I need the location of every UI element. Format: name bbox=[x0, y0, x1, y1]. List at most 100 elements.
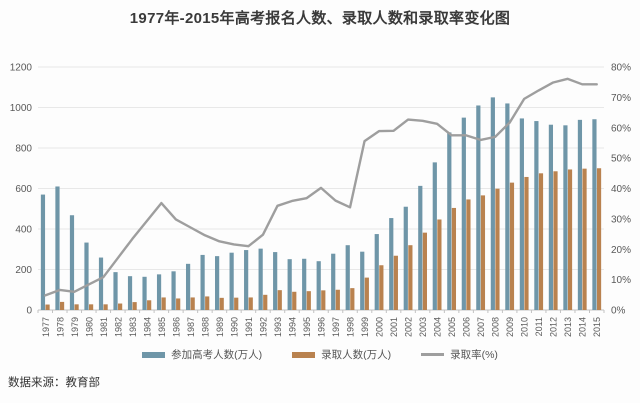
bar-admitted bbox=[451, 207, 457, 310]
x-axis-label: 1979 bbox=[70, 317, 80, 337]
bar-applicants bbox=[69, 215, 75, 310]
y-axis-right-tick-label: 70% bbox=[611, 93, 631, 104]
bar-admitted bbox=[248, 297, 253, 310]
bar-applicants bbox=[215, 256, 220, 310]
y-axis-left-tick-label: 1200 bbox=[10, 63, 33, 74]
bar-applicants bbox=[360, 251, 365, 310]
x-axis-label: 1984 bbox=[142, 317, 152, 337]
bar-admitted bbox=[408, 245, 413, 310]
bar-applicants bbox=[519, 118, 524, 310]
x-axis-label: 1988 bbox=[200, 317, 210, 337]
bar-applicants bbox=[316, 261, 321, 310]
x-axis-label: 1982 bbox=[113, 317, 123, 337]
y-axis-right-tick-label: 50% bbox=[611, 154, 631, 165]
bar-applicants bbox=[476, 105, 481, 310]
x-axis-label: 1977 bbox=[41, 317, 51, 337]
bar-admitted bbox=[596, 168, 602, 310]
bar-admitted bbox=[263, 294, 268, 310]
bar-admitted bbox=[321, 290, 326, 310]
bar-admitted bbox=[567, 169, 573, 310]
x-axis-label: 1980 bbox=[84, 317, 94, 337]
combo-chart: 0 200 400 600 800 1000 1200 0% 10% 20% 30% 40% 50% 60… bbox=[10, 63, 631, 338]
x-axis-label: 2006 bbox=[462, 317, 472, 337]
bar-admitted bbox=[524, 176, 529, 310]
bar-applicants bbox=[287, 259, 292, 310]
bar-applicants bbox=[185, 263, 191, 310]
bar-applicants bbox=[244, 250, 249, 310]
x-axis-label: 2009 bbox=[505, 317, 515, 337]
legend-item-rate: 录取率(%) bbox=[421, 347, 498, 362]
bar-admitted bbox=[219, 297, 224, 310]
bar-admitted bbox=[480, 195, 486, 310]
bar-admitted bbox=[509, 182, 515, 310]
bar-admitted bbox=[292, 291, 297, 310]
bar-admitted bbox=[190, 297, 195, 310]
x-axis-label: 1983 bbox=[128, 317, 138, 337]
bar-applicants bbox=[345, 245, 350, 310]
bar-applicants bbox=[258, 248, 263, 310]
legend-label-rate: 录取率(%) bbox=[450, 349, 498, 361]
x-axis-label: 1994 bbox=[287, 317, 297, 337]
bar-applicants bbox=[156, 274, 162, 310]
x-axis-label: 2003 bbox=[418, 317, 428, 337]
y-axis-right-tick-label: 20% bbox=[611, 245, 631, 256]
bar-applicants bbox=[447, 132, 452, 310]
bar-applicants bbox=[40, 194, 46, 310]
y-axis-left-tick-label: 800 bbox=[15, 144, 32, 155]
x-axis-label: 1995 bbox=[302, 317, 312, 337]
bar-applicants bbox=[432, 162, 437, 310]
x-axis-label: 2005 bbox=[447, 317, 457, 337]
bar-applicants bbox=[127, 276, 133, 310]
bar-admitted bbox=[45, 304, 50, 310]
bar-applicants bbox=[98, 257, 104, 310]
x-axis-label: 1991 bbox=[244, 317, 254, 337]
legend-item-applicants: 参加高考人数(万人) bbox=[142, 347, 262, 362]
x-axis-label: 1986 bbox=[171, 317, 181, 337]
data-source-note: 数据来源：教育部 bbox=[8, 377, 100, 389]
x-axis-label: 1985 bbox=[157, 317, 167, 337]
bar-admitted bbox=[205, 296, 210, 310]
bar-admitted bbox=[335, 289, 340, 310]
bar-applicants bbox=[418, 185, 423, 310]
bar-applicants bbox=[577, 119, 583, 310]
bar-applicants bbox=[229, 252, 234, 310]
bar-applicants bbox=[142, 276, 147, 310]
applicants-bar-swatch bbox=[142, 351, 166, 358]
bar-applicants bbox=[84, 242, 89, 310]
bar-applicants bbox=[302, 258, 307, 310]
bar-admitted bbox=[161, 297, 166, 310]
x-axis-label: 2010 bbox=[520, 317, 530, 337]
bar-admitted bbox=[538, 173, 544, 310]
bar-admitted bbox=[59, 301, 65, 310]
bar-admitted bbox=[74, 304, 79, 310]
legend-label-applicants: 参加高考人数(万人) bbox=[171, 349, 263, 361]
bar-admitted bbox=[393, 255, 398, 310]
x-axis-label: 1978 bbox=[55, 317, 65, 337]
x-axis-label: 2012 bbox=[549, 317, 559, 337]
bar-applicants bbox=[534, 121, 539, 310]
bar-admitted bbox=[495, 188, 500, 310]
bar-applicants bbox=[403, 206, 408, 310]
chart-title: 1977年-2015年高考报名人数、录取人数和录取率变化图 bbox=[129, 10, 511, 27]
bar-applicants bbox=[490, 97, 495, 310]
x-axis-label: 1999 bbox=[360, 317, 370, 337]
bar-admitted bbox=[103, 304, 108, 310]
rate-line-swatch bbox=[421, 353, 445, 356]
y-axis-left-tick-label: 0 bbox=[26, 306, 32, 317]
bar-applicants bbox=[548, 124, 554, 311]
x-axis-label: 1981 bbox=[99, 317, 109, 337]
bar-applicants bbox=[113, 272, 118, 310]
x-axis-label: 2002 bbox=[404, 317, 414, 337]
x-axis-label: 2004 bbox=[433, 317, 443, 337]
bar-admitted bbox=[277, 290, 282, 310]
x-axis-label: 1989 bbox=[215, 317, 225, 337]
y-axis-right-tick-label: 80% bbox=[611, 63, 631, 74]
bar-applicants bbox=[374, 234, 379, 310]
bar-admitted bbox=[132, 302, 137, 310]
y-axis-left-tick-label: 1000 bbox=[10, 103, 33, 114]
legend-label-admitted: 录取人数(万人) bbox=[321, 349, 392, 361]
x-axis-label: 2001 bbox=[389, 317, 399, 337]
bar-admitted bbox=[118, 303, 123, 310]
bar-admitted bbox=[306, 291, 311, 310]
chart-legend: 参加高考人数(万人) 录取人数(万人) 录取率(%) bbox=[0, 347, 640, 362]
